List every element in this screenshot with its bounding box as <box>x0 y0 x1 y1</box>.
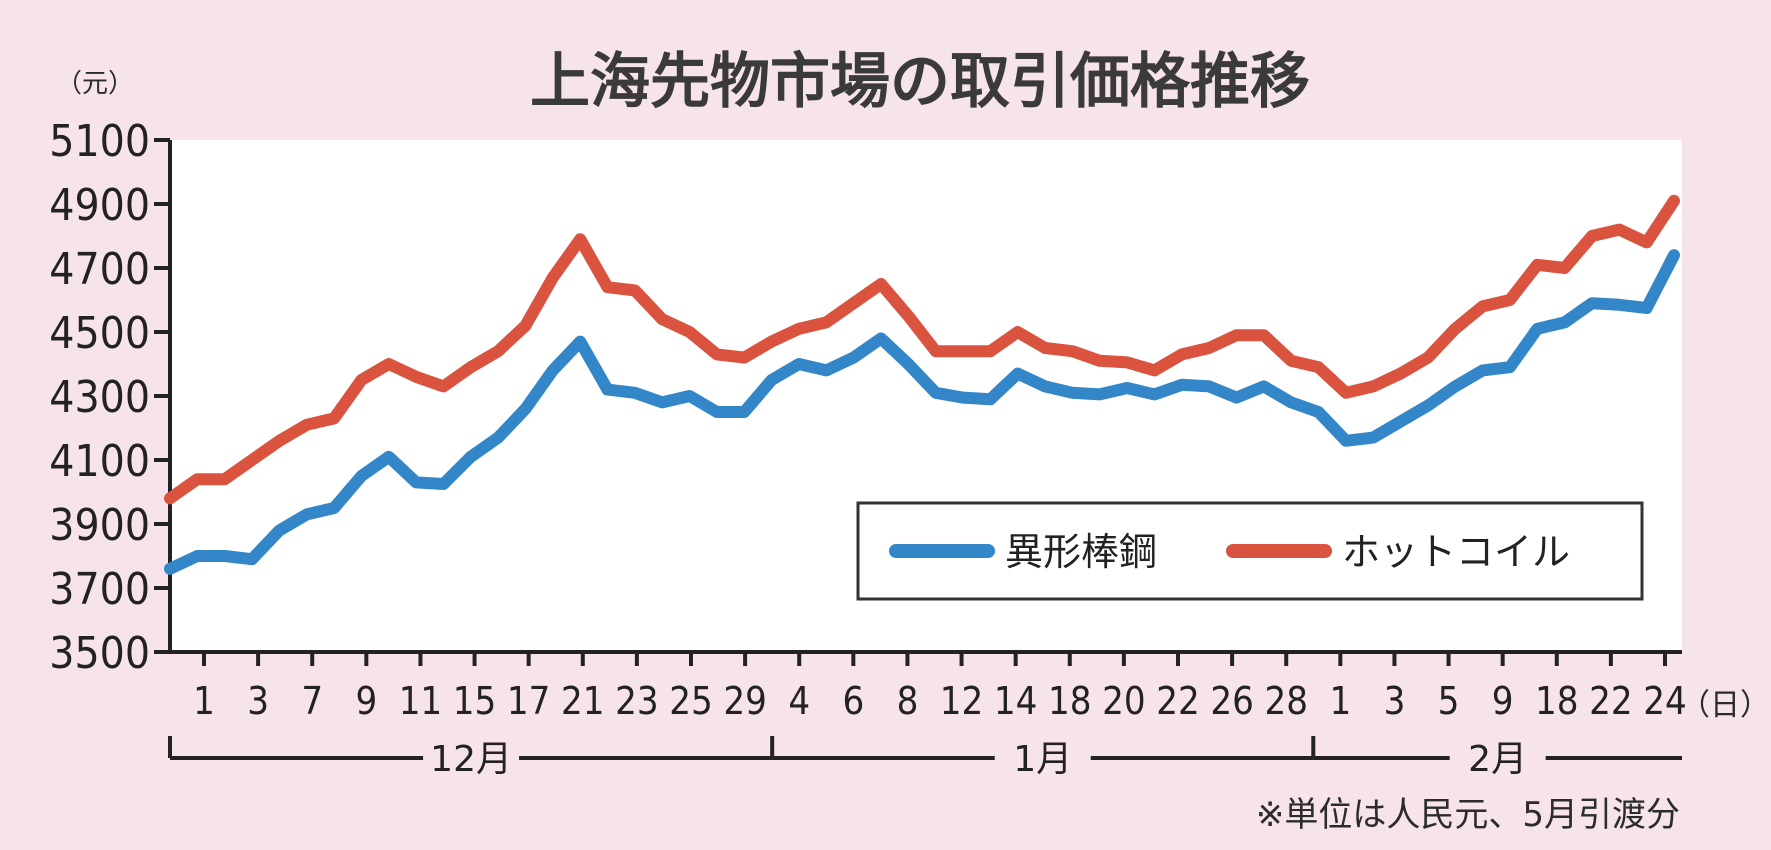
chart-title: 上海先物市場の取引価格推移 <box>530 47 1310 117</box>
x-tick-label: 3 <box>247 679 269 723</box>
x-tick-label: 28 <box>1264 679 1308 723</box>
unit-note: ※単位は人民元、5月引渡分 <box>1256 795 1680 835</box>
x-tick-label: 20 <box>1102 679 1146 723</box>
series-line-1 <box>164 249 1680 575</box>
y-tick-label: 4100 <box>49 436 150 487</box>
x-tick-label: 4 <box>788 679 810 723</box>
x-tick-label: 1 <box>1329 679 1351 723</box>
legend: 異形棒鋼 ホットコイル <box>856 501 1644 601</box>
x-tick-label: 18 <box>1048 679 1092 723</box>
x-tick-label: 25 <box>669 679 713 723</box>
x-tick-label: 8 <box>897 679 919 723</box>
y-tick-label: 4900 <box>49 180 150 231</box>
x-tick-label: 11 <box>399 679 443 723</box>
x-tick-label: 1 <box>193 679 215 723</box>
x-tick-label: 3 <box>1384 679 1406 723</box>
y-tick-label: 3900 <box>49 500 150 551</box>
series-layer <box>164 194 1680 575</box>
month-label: 2月 <box>1468 739 1527 780</box>
legend-label-2: ホットコイル <box>1342 530 1570 574</box>
y-tick-label: 4700 <box>49 244 150 295</box>
x-tick-label: 9 <box>1492 679 1514 723</box>
x-axis-unit: （日） <box>1680 688 1770 723</box>
x-tick-label: 6 <box>842 679 864 723</box>
y-tick-label: 3700 <box>49 564 150 615</box>
x-tick-label: 17 <box>507 679 551 723</box>
legend-label-1: 異形棒鋼 <box>1005 530 1157 574</box>
x-tick-label: 23 <box>615 679 659 723</box>
x-tick-label: 22 <box>1156 679 1200 723</box>
x-tick-label: 5 <box>1438 679 1460 723</box>
y-tick-label: 4500 <box>49 308 150 359</box>
y-tick-label: 3500 <box>49 628 150 679</box>
x-tick-label: 22 <box>1589 679 1633 723</box>
month-label: 12月 <box>430 739 512 780</box>
y-axis-unit: （元） <box>56 69 134 99</box>
series-line-2 <box>164 194 1680 505</box>
x-tick-label: 29 <box>723 679 767 723</box>
x-tick-label: 15 <box>453 679 497 723</box>
y-tick-label: 5100 <box>49 116 150 167</box>
y-tick-label: 4300 <box>49 372 150 423</box>
x-tick-label: 14 <box>994 679 1038 723</box>
x-tick-label: 24 <box>1643 679 1687 723</box>
month-label: 1月 <box>1013 739 1072 780</box>
axis-layer <box>154 138 1682 760</box>
x-tick-label: 21 <box>561 679 605 723</box>
x-tick-label: 9 <box>355 679 377 723</box>
x-tick-label: 12 <box>940 679 984 723</box>
x-tick-label: 7 <box>301 679 323 723</box>
x-tick-label: 18 <box>1535 679 1579 723</box>
x-tick-label: 26 <box>1210 679 1254 723</box>
